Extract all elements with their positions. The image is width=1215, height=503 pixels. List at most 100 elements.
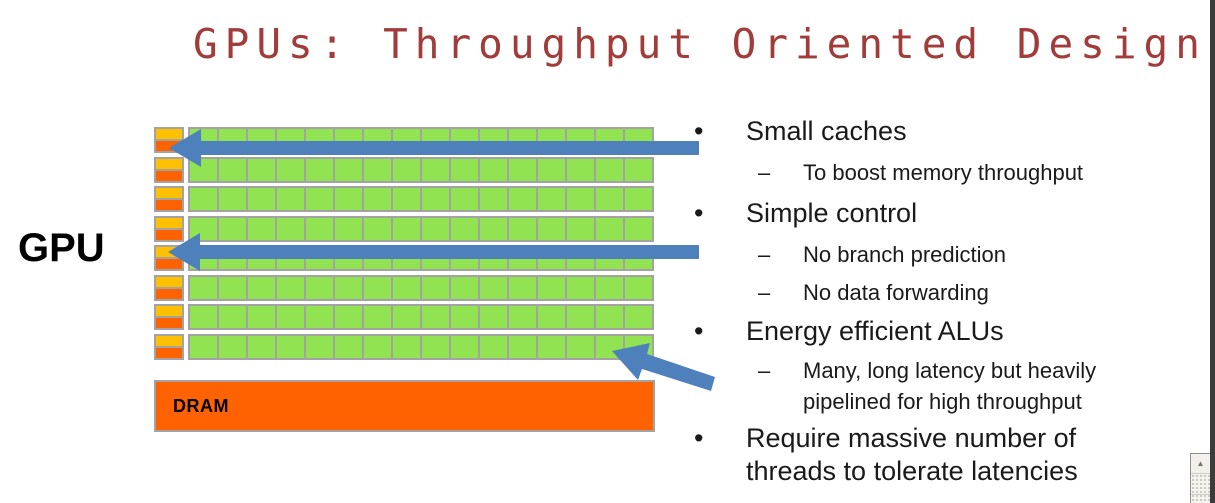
- bullet-item: • Energy efficient ALUs: [694, 315, 1004, 348]
- alu-cell: [364, 306, 391, 328]
- alu-cell: [219, 336, 246, 358]
- alu-cell: [509, 336, 536, 358]
- alu-cell: [567, 306, 594, 328]
- alu-cell: [393, 336, 420, 358]
- alu-cell: [393, 129, 420, 151]
- alu-cell: [190, 159, 217, 181]
- alu-cell: [596, 159, 623, 181]
- alu-cell: [509, 277, 536, 299]
- alu-cell: [364, 247, 391, 269]
- sub-bullet-label: Many, long latency but heavily pipelined…: [803, 358, 1097, 414]
- alu-cell: [306, 129, 333, 151]
- cache-cell-yellow: [156, 336, 182, 346]
- alu-cell: [509, 218, 536, 240]
- alu-cell: [480, 306, 507, 328]
- alu-cell: [422, 247, 449, 269]
- alu-cell: [190, 247, 217, 269]
- control-cache-block: [154, 245, 184, 271]
- alu-cell: [335, 277, 362, 299]
- dash-marker: –: [758, 160, 771, 185]
- alu-cell: [190, 188, 217, 210]
- alu-cell: [567, 129, 594, 151]
- alu-cell: [248, 306, 275, 328]
- alu-cell: [567, 277, 594, 299]
- alu-cell: [451, 218, 478, 240]
- alu-cell: [509, 247, 536, 269]
- bullet-item: • Require massive number of threads to t…: [694, 422, 1126, 488]
- cache-cell-orange: [156, 230, 182, 240]
- dash-marker: –: [758, 242, 771, 267]
- dash-marker: –: [758, 280, 771, 305]
- scrollbar-divider: [1191, 494, 1210, 495]
- cache-cell-yellow: [156, 129, 182, 139]
- alu-cell: [364, 129, 391, 151]
- alu-cell: [190, 277, 217, 299]
- alu-cell: [451, 247, 478, 269]
- alu-cell: [596, 218, 623, 240]
- scroll-up-button[interactable]: ▲: [1191, 454, 1210, 474]
- vertical-scrollbar[interactable]: ▲: [1190, 453, 1210, 503]
- control-cache-block: [154, 334, 184, 360]
- cache-cell-yellow: [156, 159, 182, 169]
- alu-cell: [625, 277, 652, 299]
- alu-cell: [335, 218, 362, 240]
- alu-cell: [277, 336, 304, 358]
- bullet-label: Energy efficient ALUs: [746, 316, 1004, 346]
- cache-cell-orange: [156, 141, 182, 151]
- alu-cell: [538, 247, 565, 269]
- sub-bullet-label: No data forwarding: [803, 280, 989, 305]
- bullet-dot: •: [694, 316, 704, 346]
- control-cache-block: [154, 127, 184, 153]
- cache-cell-yellow: [156, 306, 182, 316]
- alu-cell: [596, 306, 623, 328]
- cache-cell-orange: [156, 348, 182, 358]
- alu-cell: [219, 277, 246, 299]
- alu-cell: [567, 247, 594, 269]
- alu-cell: [509, 159, 536, 181]
- cache-cell-orange: [156, 289, 182, 299]
- alu-cell: [480, 247, 507, 269]
- alu-cell: [335, 159, 362, 181]
- bullet-dot: •: [694, 116, 704, 146]
- alu-cell: [451, 188, 478, 210]
- alu-cell: [422, 277, 449, 299]
- control-cache-block: [154, 304, 184, 330]
- window-right-border: [1210, 0, 1215, 503]
- alu-cell: [335, 129, 362, 151]
- alu-cell: [538, 218, 565, 240]
- alu-cell: [190, 129, 217, 151]
- alu-cell: [364, 336, 391, 358]
- triangle-up-icon: ▲: [1196, 459, 1205, 468]
- alu-cell: [248, 188, 275, 210]
- cache-cell-yellow: [156, 218, 182, 228]
- alu-cell: [567, 336, 594, 358]
- alu-cell: [422, 336, 449, 358]
- alu-cell: [509, 188, 536, 210]
- alu-cell: [422, 218, 449, 240]
- alu-cell: [451, 129, 478, 151]
- alu-cell: [393, 218, 420, 240]
- alu-cell: [364, 277, 391, 299]
- alu-cell: [306, 336, 333, 358]
- alu-cell: [306, 188, 333, 210]
- alu-row: [188, 275, 654, 301]
- alu-cell: [567, 159, 594, 181]
- alu-cell: [335, 188, 362, 210]
- dram-bar: DRAM: [154, 380, 655, 432]
- alu-cell: [538, 336, 565, 358]
- alu-cell: [190, 306, 217, 328]
- alu-cell: [509, 129, 536, 151]
- alu-cell: [596, 129, 623, 151]
- alu-cell: [451, 277, 478, 299]
- cache-cell-orange: [156, 171, 182, 181]
- slide-title: GPUs: Throughput Oriented Design: [193, 20, 1207, 68]
- alu-cell: [422, 129, 449, 151]
- alu-cell: [480, 188, 507, 210]
- cache-cell-orange: [156, 259, 182, 269]
- cache-cell-yellow: [156, 188, 182, 198]
- alu-cell: [422, 306, 449, 328]
- alu-cell: [538, 188, 565, 210]
- alu-cell: [596, 188, 623, 210]
- cache-cell-orange: [156, 318, 182, 328]
